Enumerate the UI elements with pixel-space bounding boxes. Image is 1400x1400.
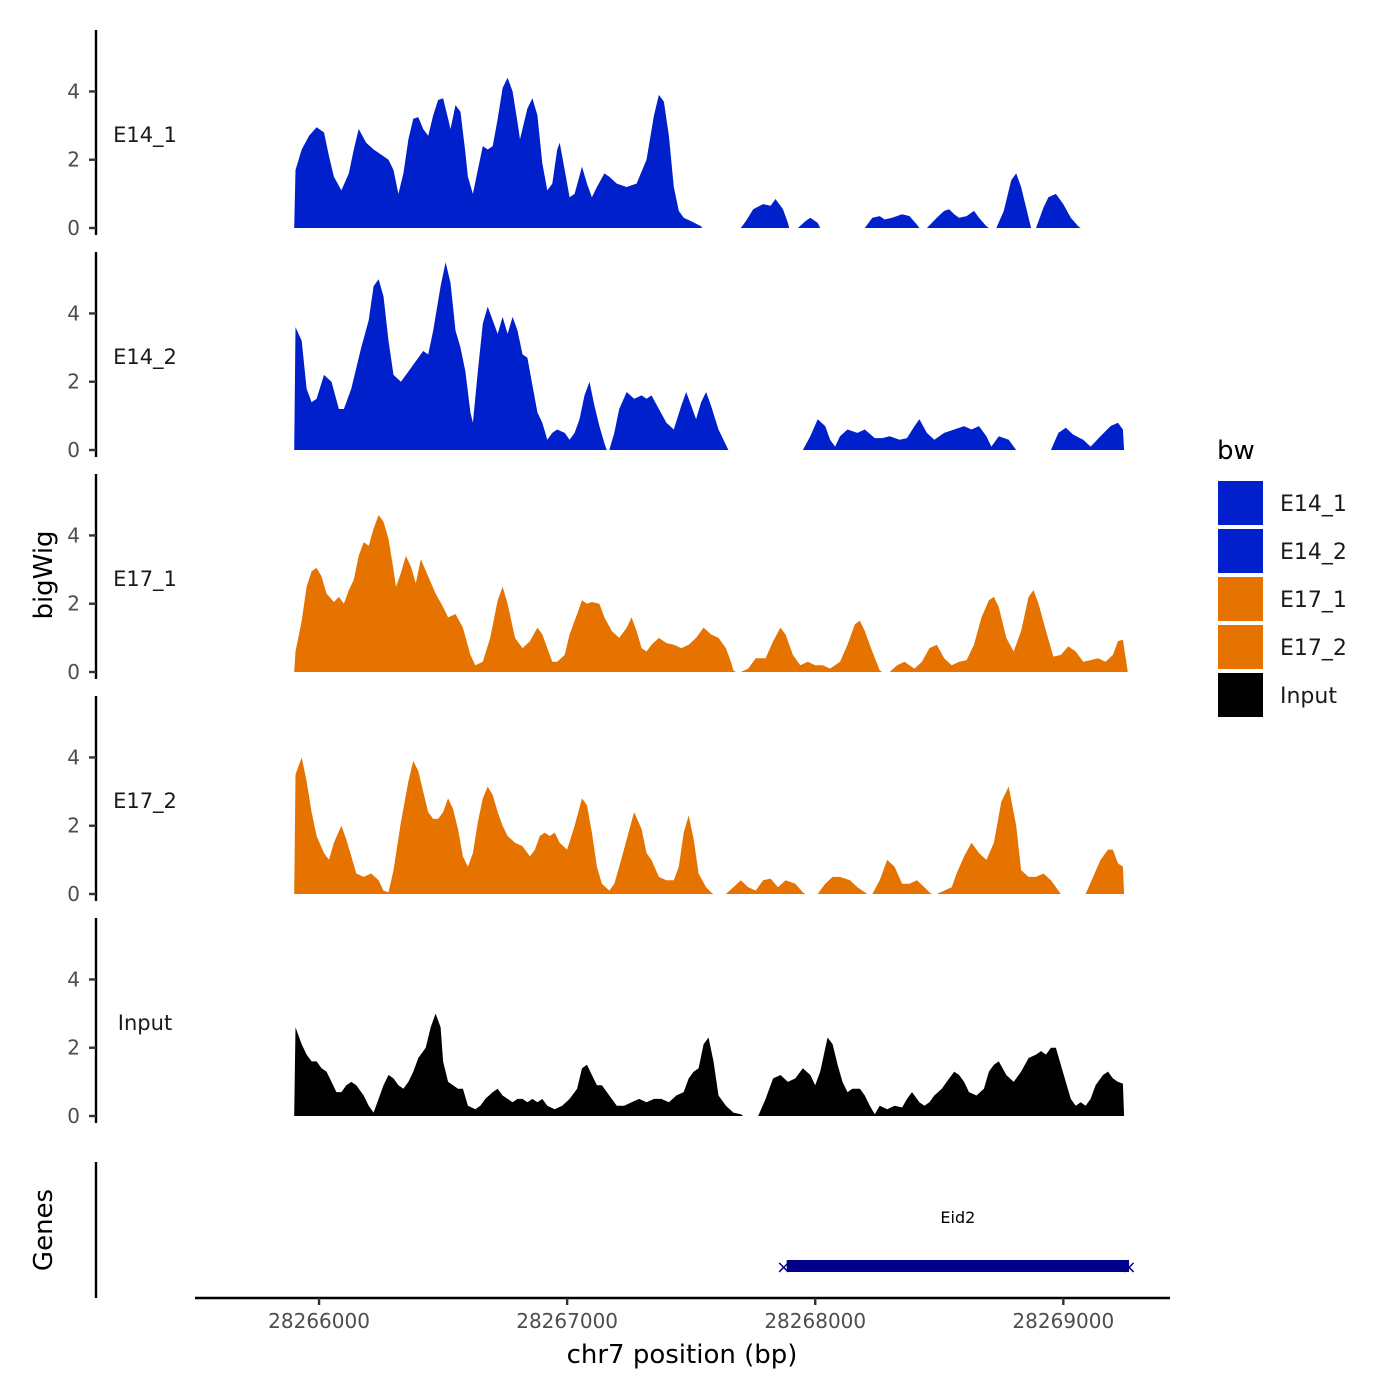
legend-swatch-e14-1 xyxy=(1218,481,1263,525)
track-e17-2-area-5 xyxy=(1085,849,1125,894)
track-e14-1-y-tick-label-0: 0 xyxy=(67,216,80,240)
track-e14-1-area-3 xyxy=(864,214,920,228)
track-input-area-1 xyxy=(758,1037,1125,1116)
track-e17-1: 0 2 4 E17_1 xyxy=(67,474,1128,684)
track-e14-2-label: E14_2 xyxy=(113,345,177,370)
track-e14-1-y-tick-label-2: 4 xyxy=(67,79,80,103)
x-tick-label-2: 28268000 xyxy=(764,1309,866,1333)
track-input-y-tick-label-2: 4 xyxy=(67,967,80,991)
track-input-y-tick-label-1: 2 xyxy=(67,1036,80,1060)
track-e14-1-area-5 xyxy=(996,173,1032,228)
legend-label-e14-2: E14_2 xyxy=(1280,540,1347,565)
legend-label-e17-2: E17_2 xyxy=(1280,636,1347,661)
track-e17-1-area-1 xyxy=(740,620,883,672)
track-panels: 0 2 4 E14_1 0 2 4 E14_2 0 2 4 E17_1 0 2 4 E17_2 0 2 4 Input xyxy=(67,30,1128,1128)
legend-label-input: Input xyxy=(1280,684,1337,709)
track-e17-1-area-2 xyxy=(889,590,1128,672)
genes-track: Genes Eid2 × × xyxy=(29,1162,1137,1298)
track-e14-2-area-1 xyxy=(802,419,1017,450)
track-e17-1-y-tick-label-0: 0 xyxy=(67,660,80,684)
track-e14-1-area-2 xyxy=(797,217,821,228)
track-input-label: Input xyxy=(118,1011,172,1035)
track-e14-1-area-1 xyxy=(740,199,790,228)
track-e14-1-y-tick-label-1: 2 xyxy=(67,148,80,172)
track-e17-2-y-tick-label-1: 2 xyxy=(67,814,80,838)
track-input: 0 2 4 Input xyxy=(67,918,1125,1128)
legend-title: bw xyxy=(1217,436,1255,466)
x-tick-label-1: 28267000 xyxy=(516,1309,618,1333)
track-e14-2-area-0 xyxy=(294,262,729,450)
gene-eid2-body xyxy=(786,1260,1130,1272)
track-e14-1-area-6 xyxy=(1036,193,1081,228)
legend-swatch-e17-1 xyxy=(1218,577,1263,621)
track-e14-1: 0 2 4 E14_1 xyxy=(67,30,1081,240)
legend-label-e14-1: E14_1 xyxy=(1280,492,1347,517)
track-e14-2-y-tick-label-1: 2 xyxy=(67,370,80,394)
track-e14-2-area-2 xyxy=(1050,422,1125,450)
track-e17-2-y-tick-label-2: 4 xyxy=(67,745,80,769)
legend-swatch-input xyxy=(1218,673,1263,717)
legend-swatch-e14-2 xyxy=(1218,529,1263,573)
y-axis-title: bigWig xyxy=(29,530,59,619)
track-e17-1-label: E17_1 xyxy=(113,567,177,592)
track-e17-1-y-tick-label-1: 2 xyxy=(67,592,80,616)
track-e14-2-y-tick-label-2: 4 xyxy=(67,301,80,325)
track-e14-2-y-tick-label-0: 0 xyxy=(67,438,80,462)
gene-eid2-start-marker: × xyxy=(776,1257,791,1278)
x-tick-label-0: 28266000 xyxy=(268,1309,370,1333)
track-e17-1-area-0 xyxy=(294,515,736,672)
track-e17-2-area-0 xyxy=(294,757,714,894)
legend-label-e17-1: E17_1 xyxy=(1280,588,1347,613)
legend: bw E14_1 E14_2 E17_1 E17_2 Input xyxy=(1217,436,1347,717)
x-axis-title: chr7 position (bp) xyxy=(567,1340,798,1370)
track-e14-1-label: E14_1 xyxy=(113,123,177,148)
track-e17-2-area-1 xyxy=(725,878,806,894)
track-e17-2-y-tick-label-0: 0 xyxy=(67,882,80,906)
legend-swatch-e17-2 xyxy=(1218,625,1263,669)
track-e17-2-label: E17_2 xyxy=(113,789,177,814)
gene-eid2-label: Eid2 xyxy=(940,1208,975,1227)
track-e17-2: 0 2 4 E17_2 xyxy=(67,696,1125,906)
track-e14-1-area-4 xyxy=(926,209,989,228)
x-tick-label-3: 28269000 xyxy=(1012,1309,1114,1333)
track-input-y-tick-label-0: 0 xyxy=(67,1104,80,1128)
track-e17-2-area-2 xyxy=(817,876,868,894)
track-e14-1-area-0 xyxy=(294,77,703,228)
track-e17-2-area-4 xyxy=(936,786,1061,894)
gene-eid2-end-marker: × xyxy=(1122,1257,1137,1278)
track-e17-1-y-tick-label-2: 4 xyxy=(67,523,80,547)
genes-track-label: Genes xyxy=(29,1189,59,1271)
track-input-area-0 xyxy=(294,1013,744,1116)
track-e14-2: 0 2 4 E14_2 xyxy=(67,252,1125,462)
track-e17-2-area-3 xyxy=(872,859,932,894)
x-axis: 28266000 28267000 28268000 28269000 xyxy=(195,1296,1170,1333)
